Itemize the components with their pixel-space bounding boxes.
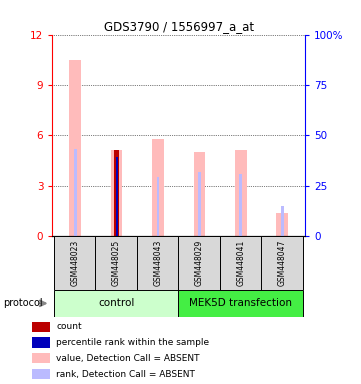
Bar [137, 236, 179, 290]
Bar [96, 236, 138, 290]
Text: GSM448023: GSM448023 [71, 240, 80, 286]
Text: rank, Detection Call = ABSENT: rank, Detection Call = ABSENT [56, 370, 195, 379]
Bar [115, 157, 118, 236]
Bar [32, 369, 50, 379]
Bar [32, 321, 50, 332]
Bar [152, 139, 164, 236]
Text: value, Detection Call = ABSENT: value, Detection Call = ABSENT [56, 354, 200, 363]
Text: GSM448025: GSM448025 [112, 240, 121, 286]
Bar [281, 206, 284, 236]
Bar [54, 236, 96, 290]
Bar [235, 151, 247, 236]
Text: GSM448043: GSM448043 [153, 240, 162, 286]
Bar [193, 152, 205, 236]
Bar [114, 151, 119, 236]
Bar [198, 172, 201, 236]
Text: GSM448047: GSM448047 [278, 240, 287, 286]
Bar [220, 236, 262, 290]
Text: count: count [56, 322, 82, 331]
Bar [69, 60, 81, 236]
Bar [116, 157, 118, 236]
Bar [32, 338, 50, 348]
Bar [157, 177, 160, 236]
Bar [178, 290, 303, 317]
Text: protocol: protocol [4, 298, 43, 308]
Bar [54, 290, 179, 317]
Bar [261, 236, 303, 290]
Text: GSM448029: GSM448029 [195, 240, 204, 286]
Text: GSM448041: GSM448041 [236, 240, 245, 286]
Title: GDS3790 / 1556997_a_at: GDS3790 / 1556997_a_at [104, 20, 254, 33]
Bar [111, 151, 122, 236]
Bar [32, 353, 50, 363]
Bar [239, 174, 242, 236]
Bar [277, 213, 288, 236]
Bar [74, 149, 77, 236]
Text: MEK5D transfection: MEK5D transfection [189, 298, 292, 308]
Text: control: control [98, 298, 135, 308]
Bar [178, 236, 221, 290]
Text: percentile rank within the sample: percentile rank within the sample [56, 338, 210, 347]
